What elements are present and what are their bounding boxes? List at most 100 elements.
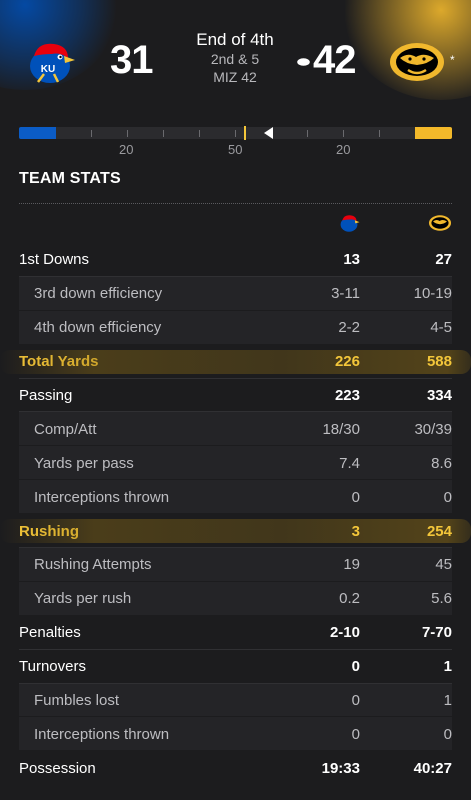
stat-label: Comp/Att	[34, 420, 97, 438]
home-value: 0	[351, 488, 360, 506]
yard-label: 20	[336, 142, 351, 157]
away-value: 588	[426, 353, 452, 371]
home-value: 0	[351, 692, 360, 710]
away-endzone	[415, 127, 452, 139]
home-value: 223	[334, 387, 360, 404]
away-value: 10-19	[413, 285, 452, 303]
stat-row-first-downs: 1st Downs 13 27	[19, 243, 452, 277]
scoreboard-header: KU 31 End of 4th 2nd & 5 MIZ 42 42 *	[0, 0, 471, 110]
stat-row-total-yards: Total Yards 226 588	[0, 345, 471, 379]
line-of-scrimmage-marker	[244, 126, 246, 140]
stat-label: 3rd down efficiency	[34, 285, 163, 303]
row-divider	[19, 445, 452, 447]
yard-tick	[235, 130, 236, 137]
row-divider	[19, 716, 452, 718]
away-value: 40:27	[413, 759, 452, 777]
home-endzone	[19, 127, 56, 139]
row-divider	[19, 479, 452, 481]
stat-row-turnovers: Turnovers 0 1	[19, 650, 452, 684]
stat-label: Yards per pass	[34, 454, 134, 472]
team-stats-table: 1st Downs 13 27 3rd down efficiency 3-11…	[0, 243, 471, 785]
stat-label: Interceptions thrown	[34, 725, 170, 743]
stat-label: Rushing Attempts	[34, 556, 152, 574]
home-value: 226	[334, 353, 360, 371]
down-distance: 2nd & 5	[210, 51, 260, 67]
section-title: TEAM STATS	[19, 170, 121, 187]
yard-label: 50	[228, 142, 243, 157]
home-value: 3	[351, 522, 360, 540]
row-divider	[19, 377, 452, 379]
stat-row-fourth-down: 4th down efficiency 2-2 4-5	[19, 310, 452, 345]
rank-marker: *	[450, 53, 455, 67]
yard-tick	[199, 130, 200, 137]
away-score: 42	[313, 38, 356, 82]
away-value: 4-5	[430, 319, 452, 337]
away-value: 1	[443, 692, 452, 710]
missouri-tiger-logo-icon	[428, 215, 452, 231]
row-divider	[19, 309, 452, 311]
stat-label: Total Yards	[19, 353, 99, 371]
stat-label: Interceptions thrown	[34, 488, 170, 506]
home-value: 0	[351, 725, 360, 743]
stat-label: Possession	[19, 759, 96, 777]
away-value: 30/39	[414, 420, 452, 438]
yard-tick	[379, 130, 380, 137]
home-score: 31	[110, 38, 153, 82]
stat-label: Yards per rush	[34, 590, 132, 608]
row-divider	[19, 614, 452, 616]
period-label: End of 4th	[196, 30, 274, 49]
row-divider	[19, 411, 452, 413]
home-value: 2-2	[338, 319, 360, 337]
away-value: 5.6	[431, 590, 452, 608]
yard-tick	[91, 130, 92, 137]
stat-row-third-down: 3rd down efficiency 3-11 10-19	[19, 276, 452, 311]
stat-row-yards-per-rush: Yards per rush 0.2 5.6	[19, 581, 452, 616]
away-value: 334	[426, 387, 452, 404]
row-divider	[19, 513, 452, 515]
stat-label: Fumbles lost	[34, 692, 120, 710]
yard-tick	[127, 130, 128, 137]
stat-row-interceptions-passing: Interceptions thrown 0 0	[19, 480, 452, 515]
home-value: 0	[351, 658, 360, 676]
yard-tick	[307, 130, 308, 137]
ball-spot: MIZ 42	[213, 69, 257, 85]
away-value: 27	[435, 251, 452, 269]
yard-tick	[343, 130, 344, 137]
stat-label: Turnovers	[19, 658, 86, 676]
stat-label: 1st Downs	[19, 251, 90, 269]
away-value: 8.6	[431, 454, 452, 472]
stat-row-possession: Possession 19:33 40:27	[19, 751, 452, 785]
home-value: 13	[343, 251, 360, 269]
drive-direction-arrow-icon	[264, 127, 273, 139]
missouri-tiger-logo-icon[interactable]	[388, 40, 446, 84]
stat-row-penalties: Penalties 2-10 7-70	[19, 616, 452, 650]
football-icon	[297, 58, 310, 66]
game-status: End of 4th 2nd & 5 MIZ 42	[160, 30, 310, 86]
stat-row-passing: Passing 223 334	[19, 379, 452, 413]
home-value: 19	[343, 556, 360, 574]
stat-row-rushing-attempts: Rushing Attempts 19 45	[19, 548, 452, 582]
stat-row-fumbles-lost: Fumbles lost 0 1	[19, 683, 452, 718]
stat-label: Rushing	[19, 522, 79, 540]
home-value: 7.4	[339, 454, 360, 472]
home-value: 0.2	[339, 590, 360, 608]
yard-label: 20	[119, 142, 134, 157]
stat-row-yards-per-pass: Yards per pass 7.4 8.6	[19, 446, 452, 481]
stat-row-rushing: Rushing 3 254	[0, 514, 471, 549]
away-value: 45	[435, 556, 452, 574]
stat-row-comp-att: Comp/Att 18/30 30/39	[19, 412, 452, 447]
field-position-bar	[19, 126, 452, 140]
row-divider	[19, 343, 452, 345]
home-value: 3-11	[331, 285, 360, 303]
divider	[19, 203, 452, 204]
away-value: 0	[443, 488, 452, 506]
home-value: 18/30	[322, 420, 360, 438]
stat-label: 4th down efficiency	[34, 319, 162, 337]
kansas-jayhawk-logo-icon[interactable]: KU	[24, 36, 76, 86]
row-divider	[19, 648, 452, 650]
kansas-jayhawk-logo-icon	[340, 215, 360, 232]
row-divider	[19, 750, 452, 752]
row-divider	[19, 682, 452, 684]
away-value: 0	[443, 725, 452, 743]
away-value: 254	[426, 522, 452, 540]
